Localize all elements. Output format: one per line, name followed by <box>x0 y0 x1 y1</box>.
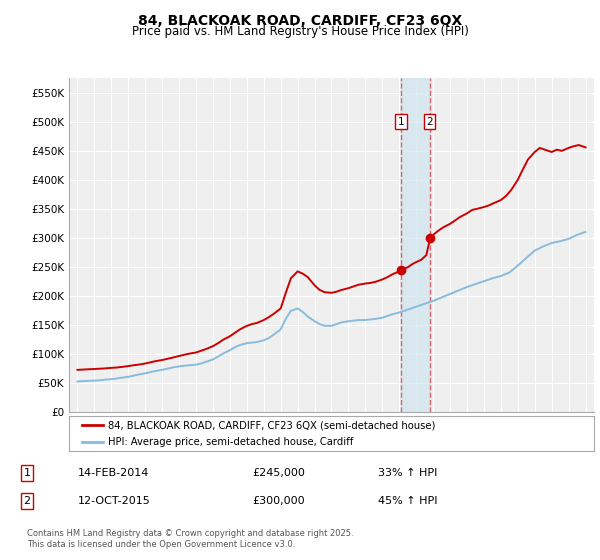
Text: £245,000: £245,000 <box>252 468 305 478</box>
Text: 1: 1 <box>398 117 404 127</box>
Text: 2: 2 <box>23 496 31 506</box>
Bar <box>401 78 430 412</box>
Text: HPI: Average price, semi-detached house, Cardiff: HPI: Average price, semi-detached house,… <box>109 437 354 447</box>
Text: Contains HM Land Registry data © Crown copyright and database right 2025.
This d: Contains HM Land Registry data © Crown c… <box>27 529 353 549</box>
Text: 84, BLACKOAK ROAD, CARDIFF, CF23 6QX (semi-detached house): 84, BLACKOAK ROAD, CARDIFF, CF23 6QX (se… <box>109 421 436 431</box>
Text: 33% ↑ HPI: 33% ↑ HPI <box>378 468 437 478</box>
Text: 84, BLACKOAK ROAD, CARDIFF, CF23 6QX: 84, BLACKOAK ROAD, CARDIFF, CF23 6QX <box>138 14 462 28</box>
Text: 14-FEB-2014: 14-FEB-2014 <box>78 468 149 478</box>
Text: 45% ↑ HPI: 45% ↑ HPI <box>378 496 437 506</box>
Text: 1: 1 <box>23 468 31 478</box>
Text: £300,000: £300,000 <box>252 496 305 506</box>
Text: 12-OCT-2015: 12-OCT-2015 <box>78 496 151 506</box>
Text: 2: 2 <box>426 117 433 127</box>
Text: Price paid vs. HM Land Registry's House Price Index (HPI): Price paid vs. HM Land Registry's House … <box>131 25 469 38</box>
